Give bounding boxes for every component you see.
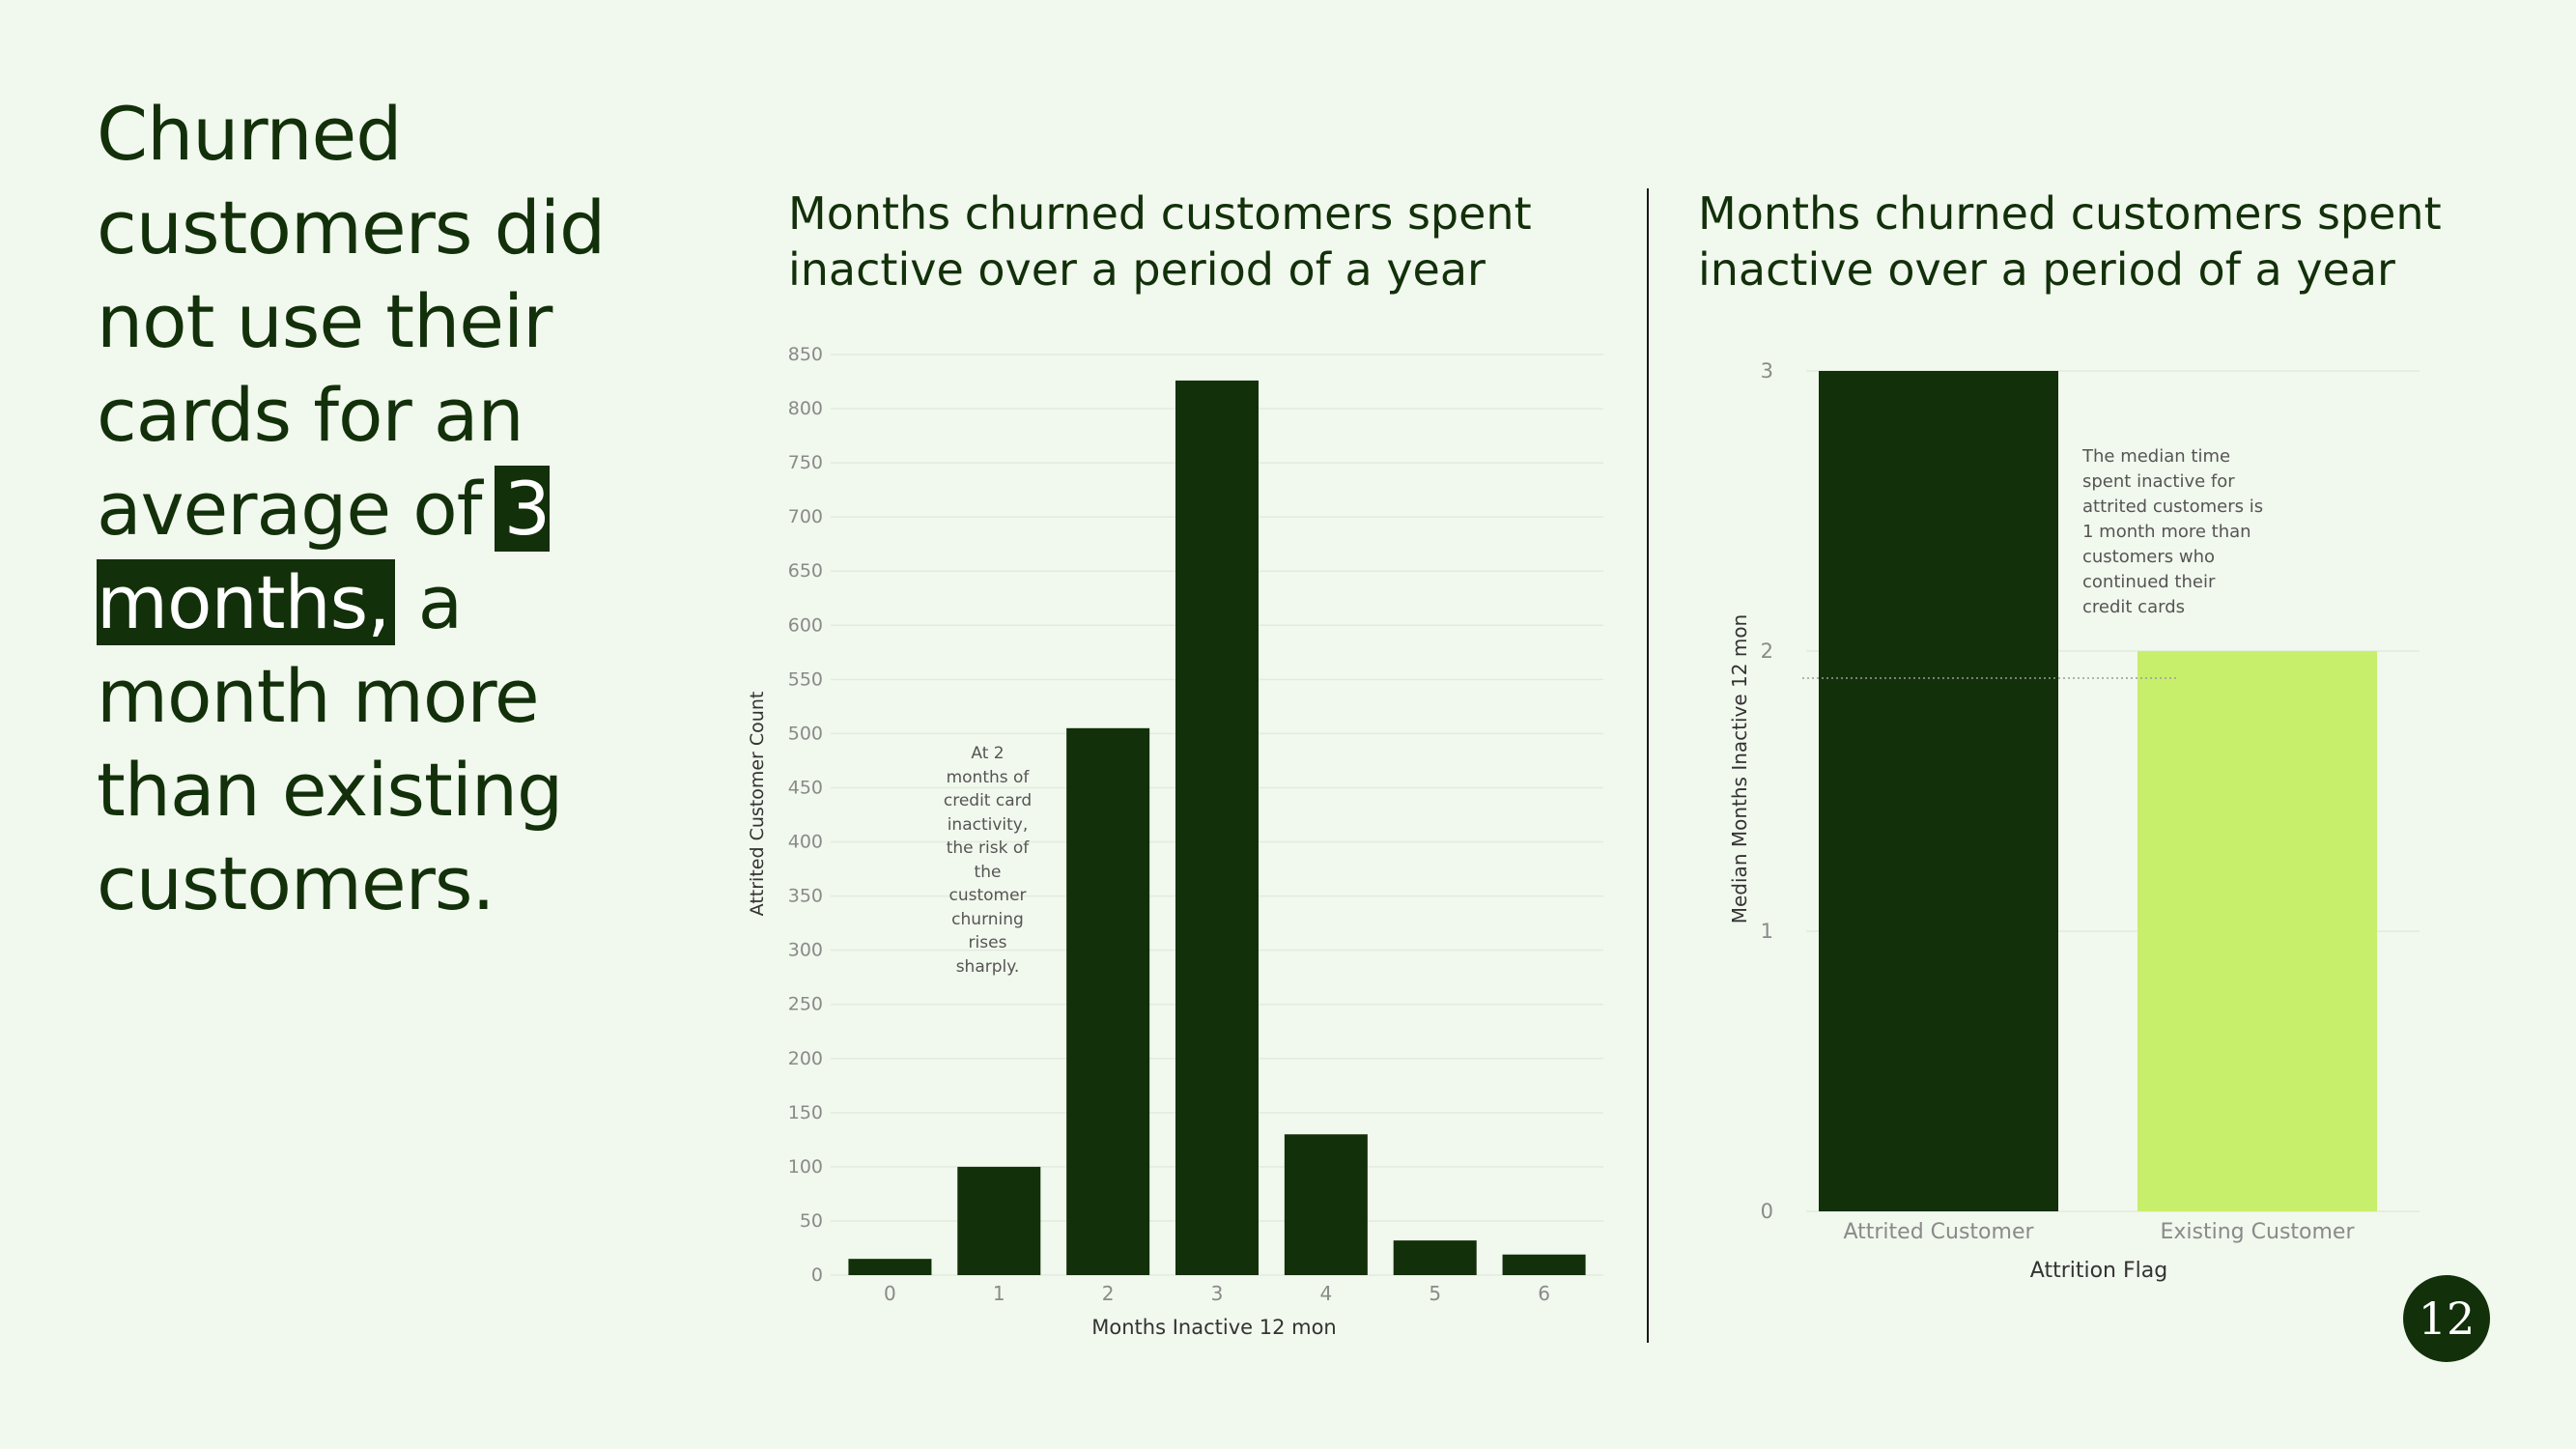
y-tick-label: 850 — [788, 344, 823, 365]
page-number-badge: 12 — [2403, 1275, 2490, 1362]
y-axis-title: Attrited Customer Count — [747, 692, 768, 917]
x-tick-label: 6 — [1538, 1282, 1550, 1305]
bar — [1393, 1240, 1477, 1275]
y-tick-label: 200 — [788, 1048, 823, 1069]
y-axis-title: Median Months Inactive 12 mon — [1728, 614, 1751, 924]
x-tick-label: 5 — [1429, 1282, 1441, 1305]
x-axis-title: Attrition Flag — [2030, 1259, 2167, 1283]
bar — [848, 1259, 932, 1275]
bar — [1502, 1254, 1586, 1275]
bar — [1066, 727, 1150, 1275]
y-tick-label: 50 — [800, 1210, 823, 1232]
x-tick-label: 0 — [884, 1282, 896, 1305]
x-tick-label: 2 — [1102, 1282, 1115, 1305]
y-tick-label: 0 — [811, 1264, 823, 1286]
y-tick-label: 400 — [788, 832, 823, 853]
chart-divider — [1647, 188, 1649, 1343]
x-tick-label: Existing Customer — [2161, 1220, 2356, 1244]
y-tick-label: 500 — [788, 723, 823, 744]
x-tick-label: 4 — [1319, 1282, 1332, 1305]
y-tick-label: 150 — [788, 1102, 823, 1123]
y-tick-label: 450 — [788, 777, 823, 798]
bar — [957, 1166, 1041, 1275]
y-tick-label: 550 — [788, 668, 823, 690]
right-chart-annotation: The median time spent inactive for attri… — [2082, 446, 2264, 617]
y-tick-label: 2 — [1761, 639, 1773, 663]
x-tick-label: Attrited Customer — [1843, 1220, 2034, 1244]
y-tick-label: 700 — [788, 506, 823, 527]
bar — [2137, 651, 2377, 1211]
y-tick-label: 650 — [788, 560, 823, 582]
bar — [1175, 380, 1259, 1276]
y-tick-label: 800 — [788, 398, 823, 419]
left-chart-annotation: At 2 months of credit card inactivity, t… — [943, 744, 1033, 977]
y-tick-label: 300 — [788, 940, 823, 961]
y-tick-label: 750 — [788, 452, 823, 473]
x-axis-title: Months Inactive 12 mon — [1091, 1316, 1336, 1339]
left-chart-title: Months churned customers spent inactive … — [788, 187, 1532, 296]
bar — [1284, 1134, 1368, 1275]
x-tick-label: 3 — [1211, 1282, 1224, 1305]
headline: Churned customers did not use their card… — [97, 87, 637, 930]
y-tick-label: 100 — [788, 1156, 823, 1178]
x-tick-label: 1 — [993, 1282, 1005, 1305]
headline-text: Churned customers did not use their card… — [97, 91, 606, 552]
headline-text-end: a month more than existing customers. — [97, 559, 563, 926]
y-tick-label: 350 — [788, 886, 823, 907]
y-tick-label: 3 — [1761, 359, 1773, 383]
y-tick-label: 600 — [788, 614, 823, 636]
y-tick-label: 1 — [1761, 920, 1773, 943]
right-chart-title: Months churned customers spent inactive … — [1698, 187, 2442, 296]
y-tick-label: 250 — [788, 994, 823, 1015]
bar — [1819, 371, 2058, 1211]
y-tick-label: 0 — [1761, 1200, 1773, 1223]
